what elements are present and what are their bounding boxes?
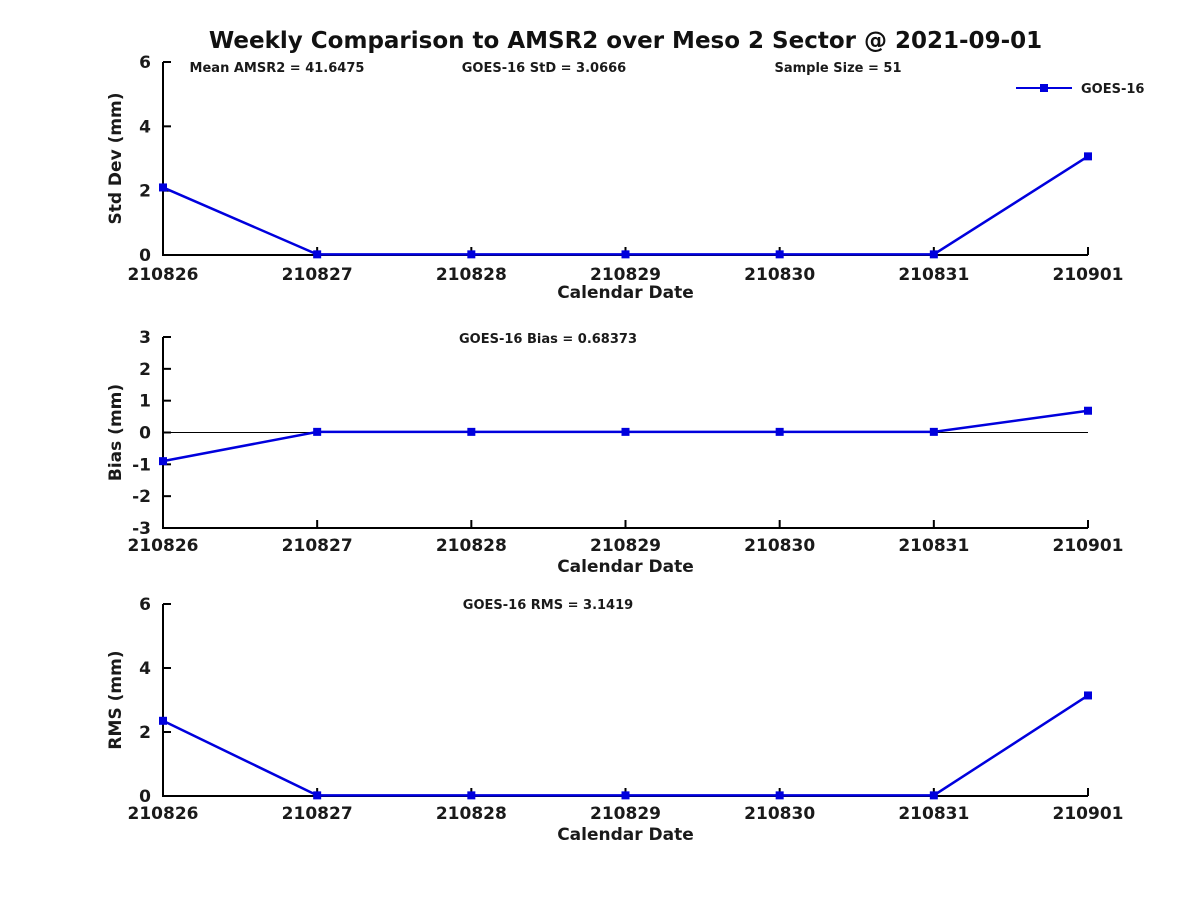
std-dev-data-point (313, 250, 322, 259)
std-dev-data-point (467, 250, 476, 259)
bias-x-tick-label: 210901 (1053, 536, 1124, 556)
bias-data-point (775, 427, 784, 436)
bias-x-axis-label: Calendar Date (557, 557, 694, 577)
std-dev-y-tick-label: 4 (139, 117, 151, 137)
bias-panel-title: GOES-16 Bias = 0.68373 (459, 332, 637, 347)
rms-data-point (467, 791, 476, 800)
bias-y-tick-label: -3 (132, 519, 151, 539)
rms-x-tick-label: 210829 (590, 804, 661, 824)
rms-panel-title: GOES-16 RMS = 3.1419 (463, 598, 633, 613)
bias-data-point (467, 427, 476, 436)
std-dev-y-tick-label: 2 (139, 182, 151, 202)
bias-y-tick-label: 0 (139, 424, 151, 444)
bias-y-tick-label: 1 (139, 392, 151, 412)
bias-series-line (162, 409, 1089, 463)
bias-data-point (621, 427, 630, 436)
bias-data-point (929, 427, 938, 436)
bias-data-point (159, 457, 167, 466)
rms-y-axis-label: RMS (mm) (106, 650, 126, 749)
std-dev-annotation: GOES-16 StD = 3.0666 (462, 61, 626, 76)
std-dev-y-axis-label: Std Dev (mm) (106, 92, 126, 224)
rms-data-point (775, 791, 784, 800)
std-dev-x-tick-label: 210827 (282, 265, 353, 285)
rms-x-tick-label: 210828 (436, 804, 507, 824)
rms-x-tick-label: 210826 (128, 804, 199, 824)
std-dev-x-tick-label: 210830 (744, 265, 815, 285)
rms-data-point (159, 716, 167, 725)
bias-y-axis-label: Bias (mm) (106, 384, 126, 481)
bias-y-tick-label: 2 (139, 360, 151, 380)
rms-data-point (929, 791, 938, 800)
std-dev-x-tick-label: 210826 (128, 265, 199, 285)
std-dev-x-tick-label: 210831 (898, 265, 969, 285)
rms-y-tick-label: 2 (139, 723, 151, 743)
bias-x-tick-label: 210831 (898, 536, 969, 556)
rms-x-axis-label: Calendar Date (557, 825, 694, 845)
std-dev-data-point (621, 250, 630, 259)
bias-y-tick-label: 3 (139, 328, 151, 348)
rms-series-line (162, 694, 1089, 797)
figure-title: Weekly Comparison to AMSR2 over Meso 2 S… (208, 28, 1043, 54)
bias-data-point (1084, 406, 1092, 415)
std-dev-x-axis-label: Calendar Date (557, 283, 694, 303)
rms-x-tick-label: 210901 (1053, 804, 1124, 824)
rms-y-tick-label: 0 (139, 787, 151, 807)
rms-axes (162, 604, 1088, 797)
std-dev-data-point (1084, 152, 1092, 161)
rms-y-tick-label: 6 (139, 595, 151, 615)
bias-x-tick-label: 210829 (590, 536, 661, 556)
std-dev-annotation: Sample Size = 51 (774, 61, 901, 76)
std-dev-series-line (162, 155, 1089, 256)
bias-x-tick-label: 210828 (436, 536, 507, 556)
rms-chart: 0 2 4 6 210826 210827 210828 210829 210830 210831… (106, 595, 1123, 845)
bias-x-tick-label: 210830 (744, 536, 815, 556)
rms-x-tick-label: 210831 (898, 804, 969, 824)
std-dev-x-tick-label: 210828 (436, 265, 507, 285)
legend-marker-icon (1040, 84, 1048, 92)
std-dev-axes (162, 62, 1088, 256)
rms-x-tick-label: 210830 (744, 804, 815, 824)
rms-x-tick-label: 210827 (282, 804, 353, 824)
std-dev-data-point (929, 250, 938, 259)
rms-data-point (313, 791, 322, 800)
std-dev-annotation: Mean AMSR2 = 41.6475 (190, 61, 365, 76)
std-dev-data-point (775, 250, 784, 259)
bias-y-tick-label: -2 (132, 487, 151, 507)
std-dev-y-tick-label: 0 (139, 246, 151, 266)
bias-x-tick-label: 210827 (282, 536, 353, 556)
rms-data-point (1084, 691, 1092, 700)
bias-data-point (313, 427, 322, 436)
std-dev-data-point (159, 183, 167, 192)
std-dev-x-tick-label: 210901 (1053, 265, 1124, 285)
std-dev-y-tick-label: 6 (139, 53, 151, 73)
std-dev-chart: 0 2 4 6 210826 210827 210828 210829 210830 210831… (106, 53, 1144, 303)
std-dev-x-tick-label: 210829 (590, 265, 661, 285)
bias-y-tick-label: -1 (132, 455, 151, 475)
bias-x-tick-label: 210826 (128, 536, 199, 556)
bias-chart: -3 -2 -1 0 1 2 3 210826 210827 210828 210829 210830… (106, 328, 1123, 577)
rms-y-tick-label: 4 (139, 659, 151, 679)
legend-entry-label: GOES-16 (1081, 82, 1144, 97)
rms-data-point (621, 791, 630, 800)
